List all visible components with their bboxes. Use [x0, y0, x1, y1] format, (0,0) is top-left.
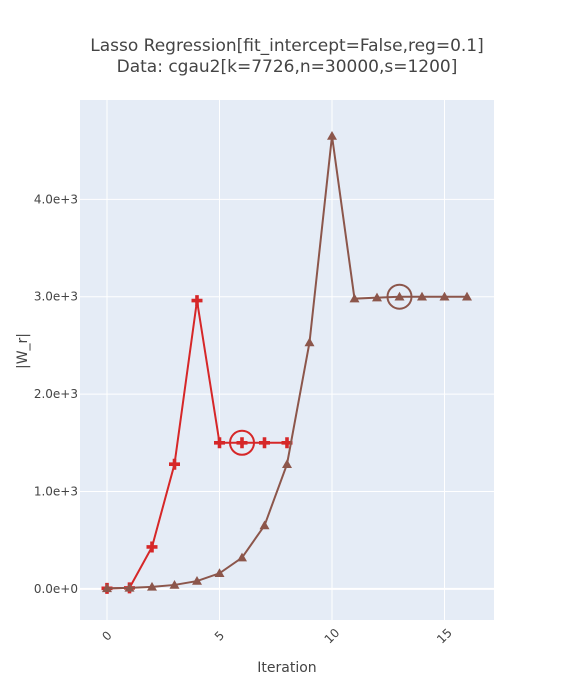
data-point: [169, 579, 180, 589]
plot-area: [80, 100, 494, 620]
data-point: [102, 583, 112, 593]
data-point: [327, 131, 337, 140]
data-point: [192, 576, 202, 585]
data-point: [462, 291, 472, 301]
data-point: [372, 292, 382, 302]
data-point: [259, 520, 270, 530]
chart-title-line2: Data: cgau2[k=7726,n=30000,s=1200]: [117, 57, 458, 77]
y-tick-label: 3.0e+3: [34, 290, 78, 304]
x-tick-label: 15: [434, 626, 455, 647]
highlight-ring: [229, 429, 255, 456]
data-point: [214, 437, 225, 449]
data-point: [147, 581, 157, 591]
data-point: [281, 437, 293, 449]
data-point: [439, 291, 450, 301]
x-tick-label: 10: [322, 626, 343, 647]
y-tick-label: 4.0e+3: [34, 192, 78, 206]
data-point: [237, 552, 247, 562]
y-tick-label: 1.0e+3: [34, 484, 78, 498]
x-tick-label: 5: [212, 628, 227, 643]
y-tick-label: 2.0e+3: [34, 387, 78, 401]
data-point: [394, 291, 405, 301]
data-point: [259, 437, 270, 449]
highlight-ring: [386, 283, 413, 310]
y-tick-label: 0.0e+0: [34, 582, 78, 596]
data-point: [349, 293, 360, 303]
data-point: [417, 291, 427, 301]
y-axis-label: |W_r|: [15, 333, 31, 369]
series-2: [102, 131, 472, 593]
data-point: [191, 295, 203, 307]
data-point: [124, 582, 135, 592]
data-point: [169, 458, 180, 470]
series-layer: [101, 131, 472, 594]
x-axis-label: Iteration: [257, 660, 316, 676]
x-tick-label: 0: [99, 628, 114, 643]
data-point: [304, 337, 315, 347]
chart-title-line1: Lasso Regression[fit_intercept=False,reg…: [90, 36, 484, 56]
data-point: [236, 437, 248, 449]
data-point: [146, 541, 158, 553]
data-point: [214, 568, 225, 578]
data-point: [282, 459, 292, 468]
series-1: [101, 295, 293, 594]
